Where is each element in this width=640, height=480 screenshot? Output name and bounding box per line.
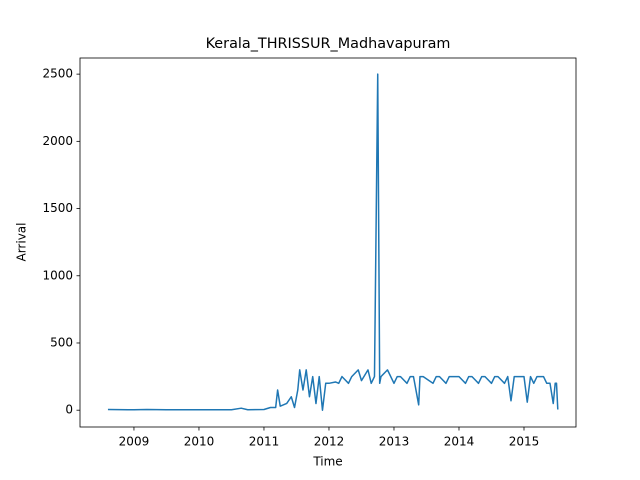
y-tick-label: 0 <box>65 403 73 417</box>
chart-title: Kerala_THRISSUR_Madhavapuram <box>206 36 451 52</box>
x-tick-label: 2013 <box>379 435 410 449</box>
x-tick-label: 2011 <box>249 435 280 449</box>
y-tick-label: 1000 <box>42 268 73 282</box>
y-tick-label: 500 <box>50 335 73 349</box>
y-axis-label: Arrival <box>15 223 29 262</box>
x-tick-label: 2014 <box>444 435 475 449</box>
plot-frame <box>79 57 577 428</box>
x-tick-label: 2012 <box>314 435 345 449</box>
x-axis-label: Time <box>312 455 342 469</box>
y-tick-label: 2500 <box>42 67 73 81</box>
line-series <box>107 73 559 411</box>
x-tick-label: 2010 <box>184 435 215 449</box>
y-tick-label: 1500 <box>42 201 73 215</box>
x-tick-label: 2009 <box>119 435 150 449</box>
y-tick-label: 2000 <box>42 134 73 148</box>
x-tick-label: 2015 <box>509 435 540 449</box>
